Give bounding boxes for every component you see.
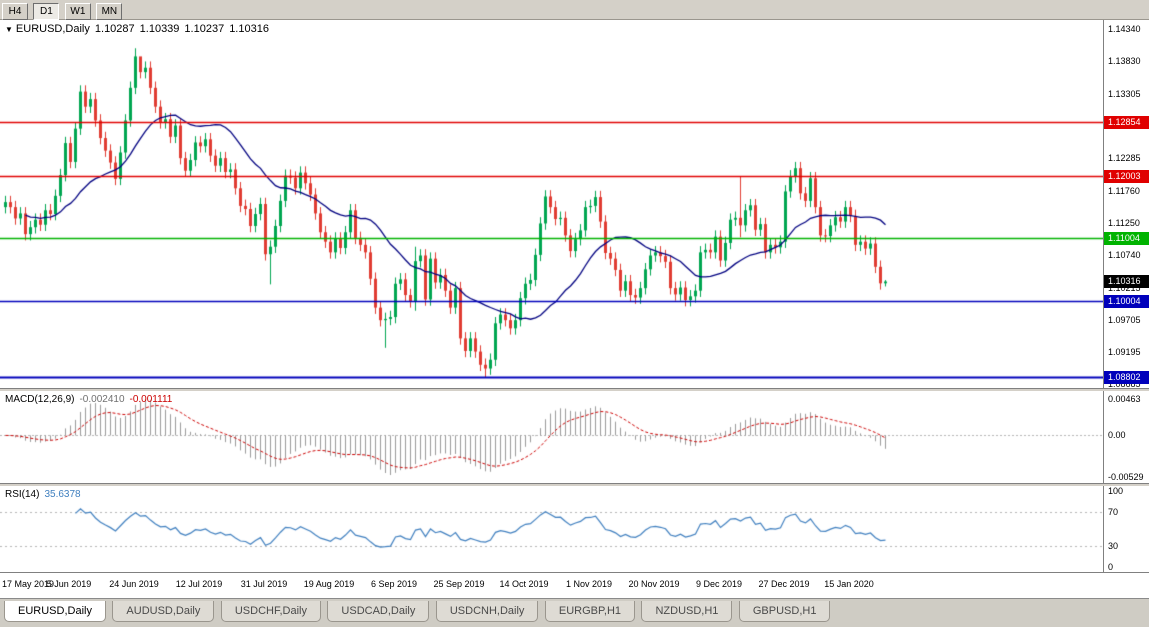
price-axis-label: 1.13305	[1108, 88, 1141, 99]
price-level-badge: 1.12854	[1104, 116, 1149, 130]
rsi-axis[interactable]: 100 70 30 0	[1103, 486, 1149, 572]
tab-audusd-daily[interactable]: AUDUSD,Daily	[112, 601, 215, 622]
time-axis-label: 25 Sep 2019	[433, 579, 485, 589]
chart-window: ▼ EURUSD,Daily 1.10287 1.10339 1.10237 1.1031…	[0, 20, 1149, 627]
symbol-dropdown-icon[interactable]: ▼	[5, 25, 13, 34]
time-axis-label: 14 Oct 2019	[499, 579, 549, 589]
tab-gbpusd-h1[interactable]: GBPUSD,H1	[738, 601, 831, 622]
time-axis-label: 15 Jan 2020	[824, 579, 874, 589]
time-axis-label: 19 Aug 2019	[303, 579, 355, 589]
ohlc-low-value: 1.10237	[184, 23, 225, 35]
tab-usdcnh-daily[interactable]: USDCNH,Daily	[435, 601, 539, 622]
time-axis-label: 1 Nov 2019	[565, 579, 613, 589]
timeframe-button-h4[interactable]: H4	[2, 3, 28, 20]
tab-usdchf-daily[interactable]: USDCHF,Daily	[220, 601, 321, 622]
price-level-badge: 1.10004	[1104, 295, 1149, 309]
time-axis-label: 24 Jun 2019	[109, 579, 159, 589]
ohlc-close-value: 1.10316	[229, 23, 269, 35]
rsi-pane: RSI(14) 35.6378 100 70 30 0	[0, 486, 1149, 572]
tab-usdcad-daily[interactable]: USDCAD,Daily	[327, 601, 430, 622]
macd-axis[interactable]: 0.00463 0.00 -0.00529	[1103, 391, 1149, 483]
candlestick-chart-canvas[interactable]	[0, 20, 1103, 388]
price-axis-label: 1.08685	[1108, 378, 1141, 389]
price-axis-label: 1.09705	[1108, 314, 1141, 325]
rsi-axis-label: 30	[1108, 541, 1119, 552]
ohlc-high-value: 1.10339	[139, 23, 180, 35]
price-axis-label: 1.11760	[1108, 185, 1140, 196]
rsi-axis-label: 0	[1108, 562, 1114, 572]
current-price-badge: 1.10316	[1104, 275, 1149, 289]
rsi-axis-label: 100	[1108, 486, 1124, 496]
time-axis-label: 27 Dec 2019	[758, 579, 810, 589]
price-axis-label: 1.09195	[1108, 346, 1141, 357]
time-axis-label: 5 Jun 2019	[46, 579, 92, 589]
time-axis-label: 6 Sep 2019	[370, 579, 418, 589]
price-level-badge: 1.12003	[1104, 169, 1149, 183]
macd-pane: MACD(12,26,9) -0.002410 -0.001111 0.00463 0…	[0, 391, 1149, 483]
rsi-canvas[interactable]	[0, 486, 1103, 572]
macd-indicator-label: MACD(12,26,9) -0.002410 -0.001111	[5, 394, 172, 405]
pane-splitter-macd[interactable]	[0, 388, 1149, 391]
rsi-name: RSI(14)	[5, 489, 40, 500]
tab-eurgbp-h1[interactable]: EURGBP,H1	[544, 601, 636, 622]
time-axis-label: 9 Dec 2019	[695, 579, 743, 589]
price-axis-label: 1.11250	[1108, 217, 1140, 228]
tab-eurusd-daily[interactable]: EURUSD,Daily	[4, 601, 106, 622]
price-level-badge: 1.08802	[1104, 370, 1149, 384]
time-axis[interactable]: 17 May 2019 5 Jun 2019 24 Jun 2019 12 Jul 2…	[0, 572, 1149, 598]
price-axis-label: 1.12285	[1108, 152, 1141, 163]
price-axis-label: 1.10740	[1108, 249, 1141, 260]
pane-splitter-rsi[interactable]	[0, 483, 1149, 486]
macd-axis-label: 0.00	[1108, 430, 1126, 441]
macd-canvas[interactable]	[0, 391, 1103, 483]
price-axis-label: 1.14340	[1108, 23, 1141, 34]
macd-axis-label: 0.00463	[1108, 393, 1141, 404]
chart-tab-bar: EURUSD,Daily AUDUSD,Daily USDCHF,Daily U…	[0, 598, 1149, 627]
time-axis-label: 12 Jul 2019	[175, 579, 223, 589]
macd-main-value: -0.002410	[79, 394, 125, 405]
timeframe-button-mn[interactable]: MN	[96, 3, 123, 20]
rsi-axis-label: 70	[1108, 506, 1119, 517]
timeframe-button-w1[interactable]: W1	[64, 3, 91, 20]
chart-title: ▼ EURUSD,Daily 1.10287 1.10339 1.10237 1.1031…	[5, 23, 269, 35]
macd-axis-label: -0.00529	[1108, 472, 1144, 483]
time-axis-label: 20 Nov 2019	[628, 579, 680, 589]
rsi-value: 35.6378	[44, 489, 81, 500]
time-axis-label: 17 May 2019	[2, 579, 55, 589]
time-axis-label: 31 Jul 2019	[240, 579, 288, 589]
tab-nzdusd-h1[interactable]: NZDUSD,H1	[641, 601, 733, 622]
ohlc-open-value: 1.10287	[94, 23, 135, 35]
timeframe-toolbar: H4 D1 W1 MN	[0, 0, 1149, 20]
price-pane: ▼ EURUSD,Daily 1.10287 1.10339 1.10237 1.1031…	[0, 20, 1149, 389]
price-level-badge: 1.11004	[1104, 232, 1149, 246]
macd-name: MACD(12,26,9)	[5, 394, 75, 405]
macd-signal-value: -0.001111	[129, 394, 173, 405]
price-axis[interactable]: 1.143401.138301.133051.127951.122851.117…	[1103, 20, 1149, 389]
rsi-indicator-label: RSI(14) 35.6378	[5, 489, 81, 500]
timeframe-button-d1[interactable]: D1	[33, 3, 60, 20]
chart-symbol-label: EURUSD,Daily	[15, 23, 90, 35]
price-axis-label: 1.13830	[1108, 55, 1141, 66]
